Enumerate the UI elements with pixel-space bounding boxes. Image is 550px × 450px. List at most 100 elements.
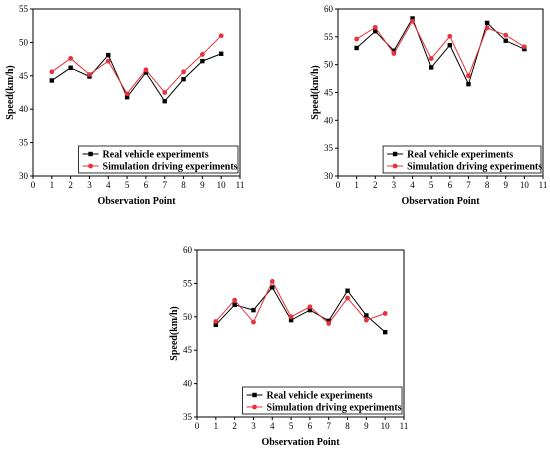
data-point-simulation xyxy=(382,311,388,316)
y-tick-label: 45 xyxy=(324,88,334,98)
data-point-simulation xyxy=(105,58,111,64)
x-tick-label: 0 xyxy=(336,180,341,190)
x-tick-label: 4 xyxy=(410,180,415,190)
y-tick-label: 40 xyxy=(183,379,193,389)
y-tick-label: 30 xyxy=(324,171,334,181)
x-tick-label: 8 xyxy=(181,180,186,190)
data-point-simulation xyxy=(143,67,149,73)
data-point-real xyxy=(410,16,415,21)
x-tick-label: 11 xyxy=(539,180,548,190)
y-tick-label: 45 xyxy=(19,71,29,81)
legend-label: Simulation driving experiments xyxy=(407,162,542,173)
data-point-real xyxy=(181,76,186,82)
data-point-real xyxy=(106,52,111,58)
legend-marker-square xyxy=(392,151,398,157)
legend-box xyxy=(78,145,239,174)
y-tick-label: 50 xyxy=(183,312,193,322)
data-point-simulation xyxy=(213,319,219,324)
data-point-real xyxy=(232,302,237,307)
legend-label: Real vehicle experiments xyxy=(407,150,513,161)
y-tick-label: 55 xyxy=(183,278,193,288)
x-tick-label: 7 xyxy=(466,180,471,190)
y-tick-label: 55 xyxy=(19,4,29,14)
data-point-simulation xyxy=(354,36,360,42)
y-tick-label: 60 xyxy=(324,4,334,14)
data-point-simulation xyxy=(391,51,397,56)
series-line-2 xyxy=(356,20,525,78)
x-tick-label: 6 xyxy=(144,180,149,190)
data-point-real xyxy=(354,45,359,51)
data-point-real xyxy=(218,51,224,56)
data-point-simulation xyxy=(503,32,509,38)
data-point-real xyxy=(143,70,149,75)
data-point-simulation xyxy=(363,317,369,323)
x-tick-label: 3 xyxy=(87,180,92,190)
data-point-simulation xyxy=(232,297,238,303)
y-axis-label: Speed(km/h) xyxy=(5,65,16,119)
y-tick-label: 55 xyxy=(324,32,334,42)
data-point-simulation xyxy=(484,25,490,31)
y-tick-label: 50 xyxy=(324,60,334,70)
x-tick-label: 0 xyxy=(31,180,36,190)
data-point-simulation xyxy=(269,278,275,284)
y-tick-label: 40 xyxy=(324,115,334,125)
data-point-real xyxy=(382,329,388,335)
data-point-real xyxy=(162,98,167,104)
x-tick-label: 7 xyxy=(162,180,167,190)
data-point-simulation xyxy=(410,18,415,24)
x-tick-label: 8 xyxy=(485,180,490,190)
x-tick-label: 6 xyxy=(308,421,313,431)
data-point-simulation xyxy=(288,314,294,320)
y-tick-label: 35 xyxy=(183,412,193,422)
data-point-real xyxy=(68,65,73,70)
data-point-real xyxy=(447,42,453,48)
y-axis-label: Speed(km/h) xyxy=(310,65,321,119)
legend-box xyxy=(242,386,403,415)
data-point-real xyxy=(270,285,275,290)
y-tick-label: 45 xyxy=(183,345,193,355)
data-point-simulation xyxy=(447,33,453,39)
x-tick-label: 2 xyxy=(68,180,73,190)
series-line-1 xyxy=(51,53,222,103)
data-point-simulation xyxy=(251,319,256,325)
data-point-simulation xyxy=(428,56,434,61)
data-point-simulation xyxy=(521,44,527,50)
x-tick-label: 9 xyxy=(200,180,205,190)
x-tick-label: 8 xyxy=(345,421,350,431)
legend-label: Simulation driving experiments xyxy=(267,403,402,414)
legend-label: Simulation driving experiments xyxy=(103,162,238,173)
x-tick-label: 3 xyxy=(392,180,397,190)
data-point-simulation xyxy=(466,73,471,79)
y-tick-label: 30 xyxy=(19,171,29,181)
legend-marker-circle xyxy=(392,163,398,169)
legend-box xyxy=(382,145,542,174)
series-line-1 xyxy=(356,17,525,86)
x-axis-label: Observation Point xyxy=(261,437,340,448)
data-point-real xyxy=(364,313,369,318)
y-tick-label: 50 xyxy=(19,37,29,47)
legend-marker-square xyxy=(88,151,93,157)
data-point-simulation xyxy=(326,321,332,326)
data-point-simulation xyxy=(68,56,74,61)
data-point-simulation xyxy=(199,52,205,57)
plot-frame xyxy=(32,8,241,177)
data-point-real xyxy=(200,58,205,64)
data-point-real xyxy=(307,307,313,313)
data-point-simulation xyxy=(87,72,92,77)
x-tick-label: 1 xyxy=(214,421,219,431)
chart-2: 0 1 2 3 4 5 6 7 8 9 10 1130354045505560Observation … xyxy=(310,4,547,207)
plot-frame xyxy=(196,249,405,418)
x-tick-label: 10 xyxy=(381,421,391,431)
x-tick-label: 3 xyxy=(251,421,256,431)
series-line-1 xyxy=(215,286,386,333)
x-tick-label: 5 xyxy=(289,421,294,431)
data-point-real xyxy=(503,38,508,43)
x-tick-label: 10 xyxy=(217,180,227,190)
legend-marker-circle xyxy=(252,404,257,410)
legend-label: Real vehicle experiments xyxy=(267,391,373,402)
data-point-real xyxy=(466,81,471,87)
data-point-real xyxy=(326,318,331,324)
data-point-real xyxy=(428,65,434,70)
